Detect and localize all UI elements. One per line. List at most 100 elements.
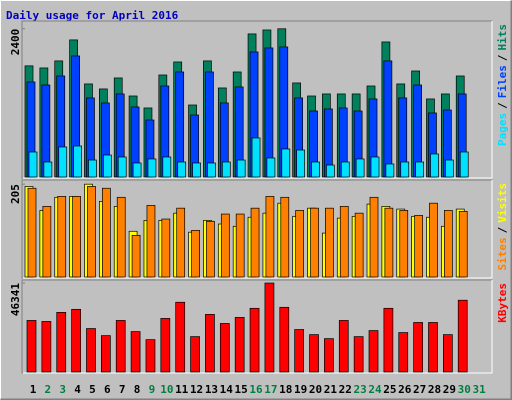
bar: [42, 206, 52, 278]
bar: [161, 218, 171, 278]
x-tick-label: 2: [45, 383, 52, 396]
bar: [458, 210, 468, 278]
bar: [280, 196, 290, 278]
bar: [58, 146, 68, 178]
legend-entry: KBytes: [496, 283, 509, 323]
bar: [400, 161, 410, 178]
bar: [355, 158, 365, 178]
bar: [43, 161, 53, 178]
bar: [145, 339, 156, 373]
y-tick-label: 205: [9, 184, 22, 204]
bar: [147, 158, 157, 178]
bar: [102, 154, 112, 178]
bar: [415, 161, 424, 178]
x-tick-label: 22: [339, 383, 352, 396]
bar: [130, 331, 141, 373]
bar: [326, 164, 335, 178]
bar: [205, 314, 215, 373]
bar: [413, 322, 423, 373]
bar: [369, 196, 379, 278]
legend: Pages / Files / Hits: [496, 24, 509, 146]
bar: [338, 320, 349, 373]
x-tick-label: 19: [294, 383, 307, 396]
y-tick-label: 46341: [9, 283, 22, 316]
x-tick-label: 15: [235, 383, 248, 396]
bar: [368, 330, 379, 373]
legend-entry: Pages: [496, 113, 509, 146]
bar: [131, 234, 141, 278]
bar: [429, 202, 438, 278]
bar: [428, 322, 438, 373]
x-tick-label: 17: [264, 383, 277, 396]
bar: [206, 220, 215, 278]
bar: [266, 157, 276, 178]
x-tick-label: 1: [30, 383, 37, 396]
x-tick-label: 6: [104, 383, 111, 396]
x-tick-label: 5: [89, 383, 96, 396]
x-tick-label: 10: [160, 383, 173, 396]
bar: [234, 317, 245, 373]
x-tick-label: 18: [279, 383, 292, 396]
bar: [116, 196, 126, 278]
bar: [235, 213, 245, 278]
bar: [457, 299, 468, 373]
bar: [459, 151, 469, 178]
bar: [310, 207, 319, 278]
legend: KBytes: [496, 283, 509, 323]
bar: [385, 163, 395, 178]
x-tick-label: 29: [443, 383, 456, 396]
panel-highlight: [23, 21, 493, 179]
x-tick-label: 16: [249, 383, 263, 396]
x-tick-label: 3: [59, 383, 66, 396]
bar: [251, 137, 261, 178]
x-tick-label: 14: [220, 383, 234, 396]
bar: [71, 308, 81, 373]
bar: [86, 328, 96, 373]
x-tick-label: 23: [354, 383, 367, 396]
bar: [26, 320, 37, 373]
bar: [264, 282, 275, 373]
x-tick-label: 13: [205, 383, 218, 396]
x-tick-label: 28: [428, 383, 441, 396]
bar: [281, 148, 291, 178]
bar: [175, 71, 185, 178]
bar: [177, 161, 187, 178]
bar: [398, 332, 409, 373]
bar: [294, 329, 305, 373]
bar: [354, 212, 364, 278]
panel-highlight: [23, 280, 493, 374]
bar: [132, 162, 142, 178]
x-tick-label: 27: [413, 383, 426, 396]
bar: [191, 230, 200, 278]
legend-entry: Sites: [496, 237, 509, 270]
bar: [207, 162, 216, 178]
bar: [383, 60, 393, 178]
bar: [250, 207, 260, 278]
bar: [72, 196, 81, 278]
bar: [430, 153, 439, 178]
legend-entry: Files: [496, 65, 509, 98]
legend: Sites / Visits: [496, 183, 509, 271]
bar: [353, 336, 364, 373]
legend-entry: Visits: [496, 183, 509, 223]
bar: [296, 149, 306, 178]
bar: [236, 159, 246, 178]
bar: [57, 196, 67, 278]
bar: [340, 161, 350, 178]
bar: [219, 323, 230, 373]
bar: [384, 207, 394, 278]
x-tick-label: 31: [472, 383, 486, 396]
bar: [444, 210, 453, 278]
x-tick-label: 9: [149, 383, 156, 396]
x-tick-label: 8: [134, 383, 141, 396]
x-tick-label: 25: [383, 383, 396, 396]
bar: [325, 207, 334, 278]
x-tick-label: 11: [175, 383, 189, 396]
y-tick-label: 2400: [9, 29, 22, 56]
bar: [265, 196, 275, 278]
bar: [399, 210, 409, 278]
bar: [414, 215, 423, 278]
panel-highlight: [23, 180, 493, 279]
chart-title: Daily usage for April 2016: [6, 9, 179, 22]
